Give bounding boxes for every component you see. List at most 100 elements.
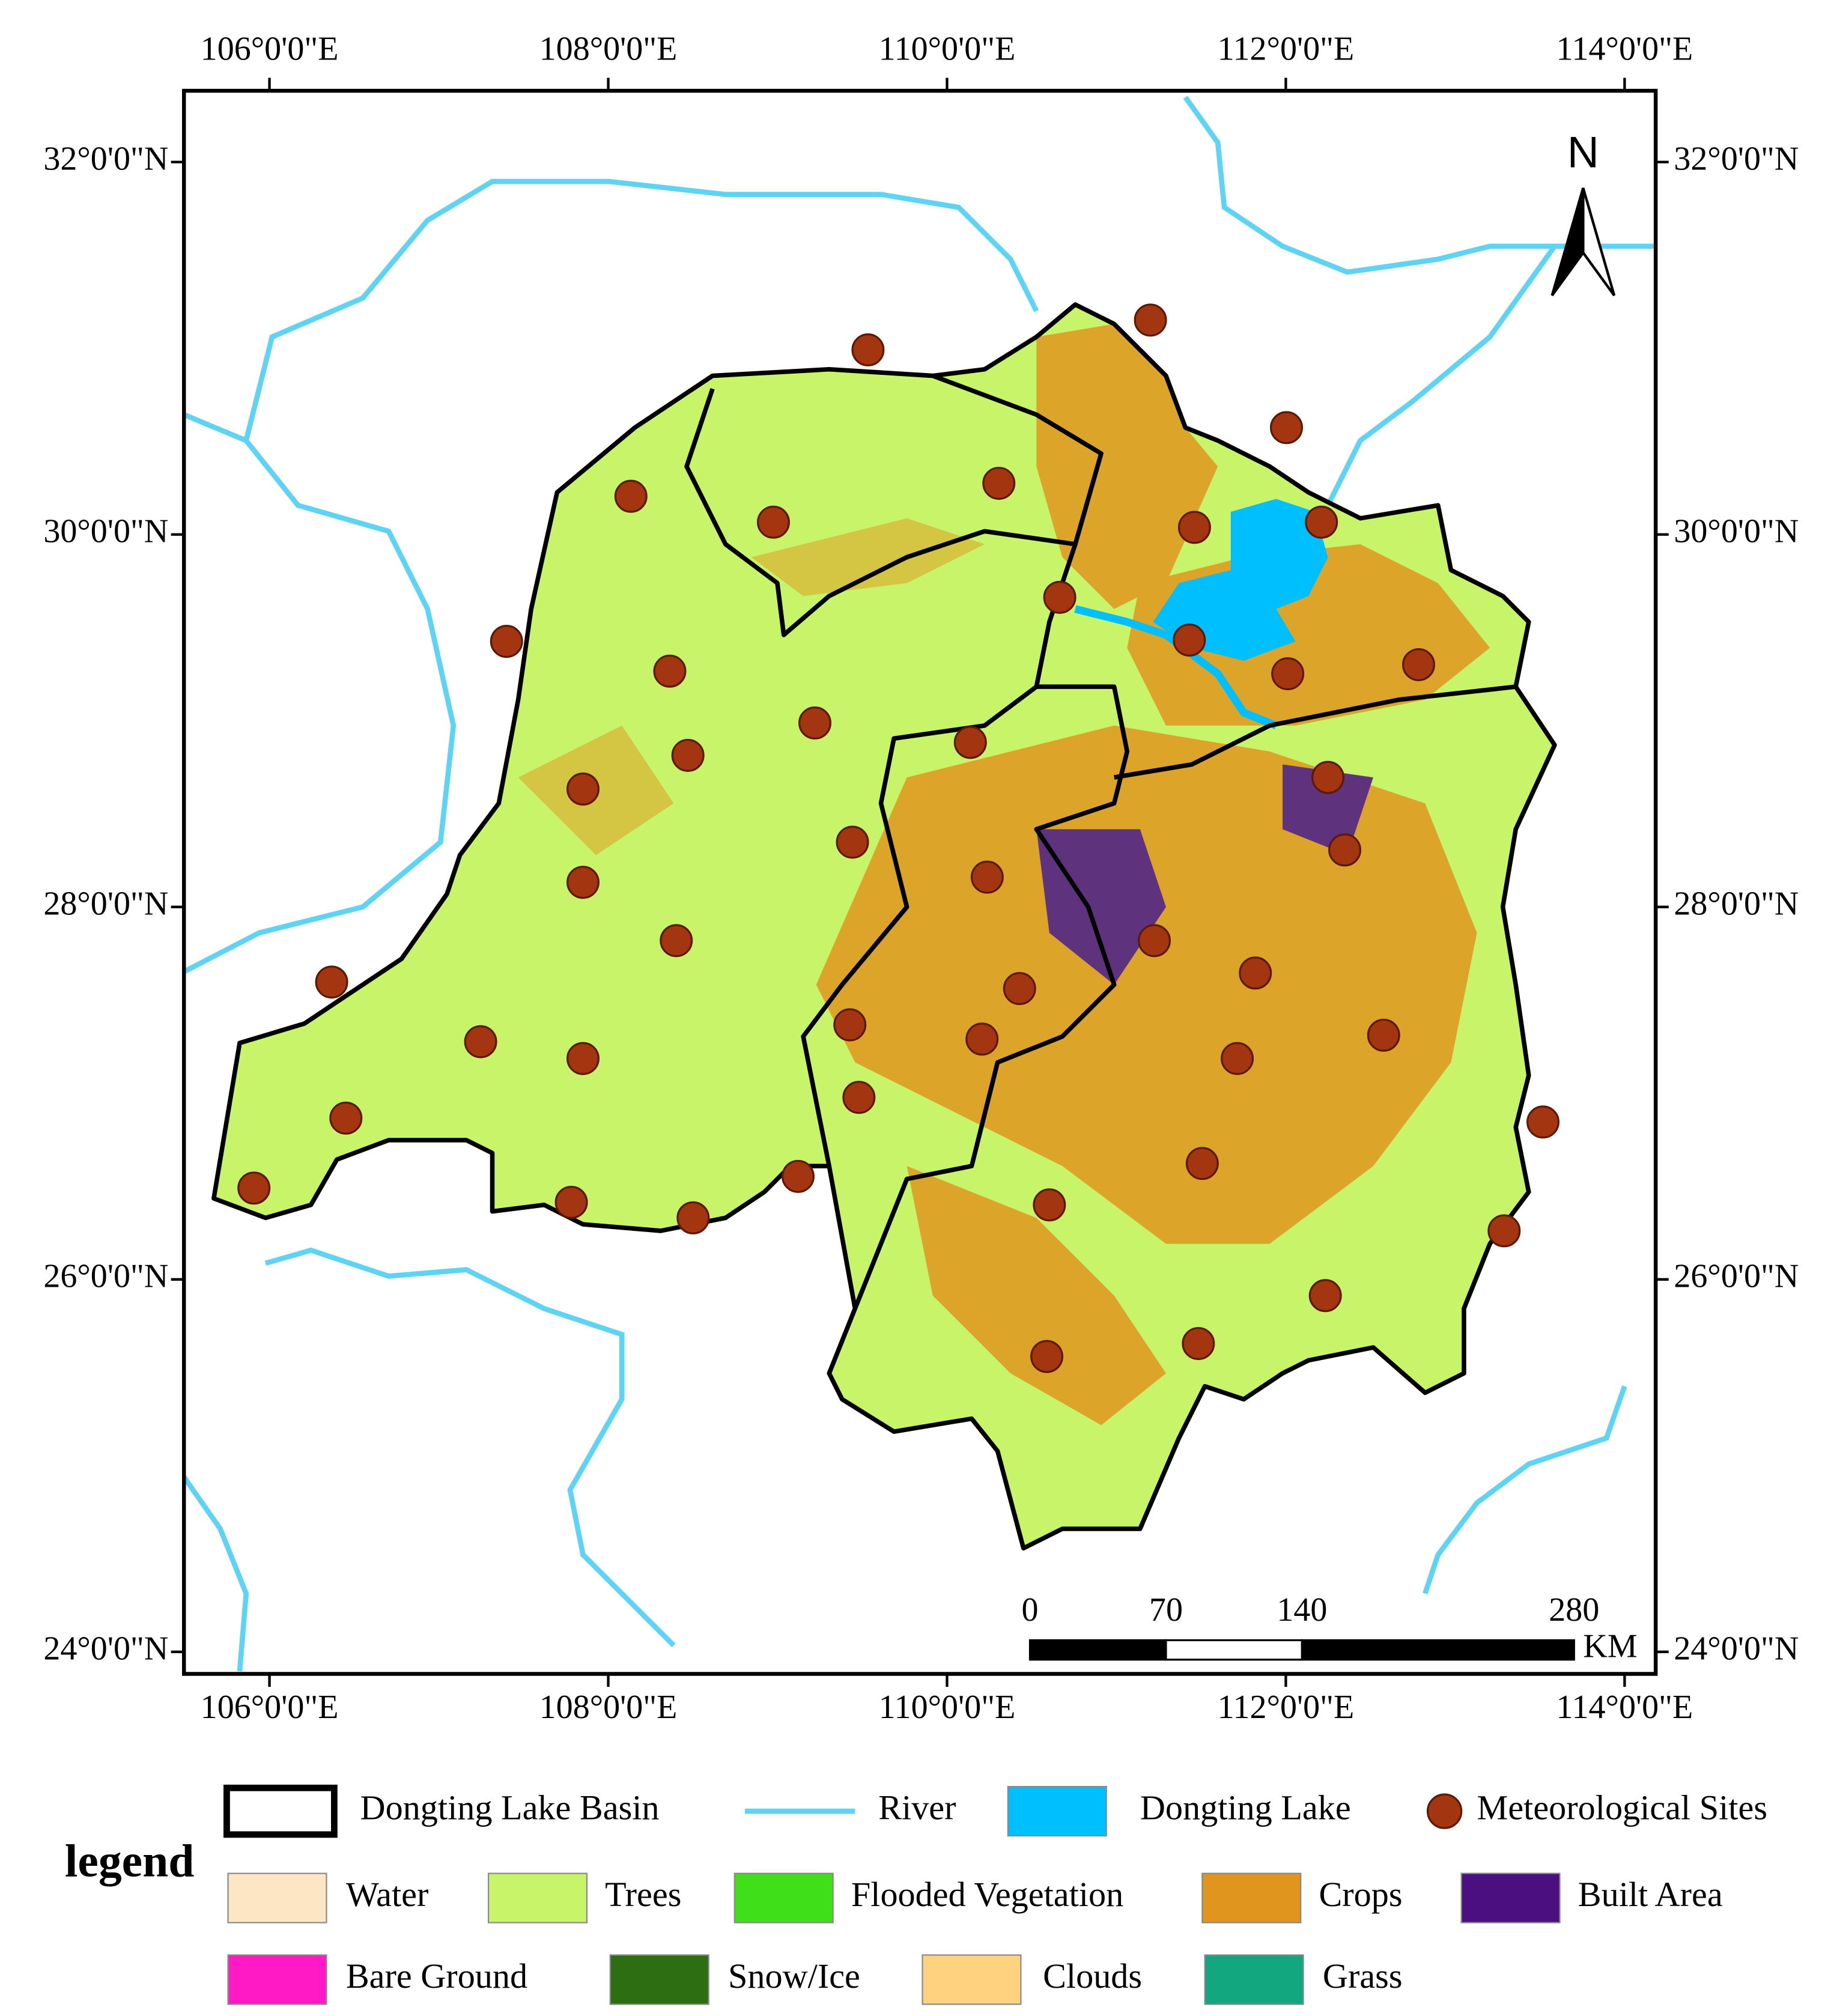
scale-label: 280 <box>1549 1591 1599 1629</box>
site <box>1308 1279 1342 1313</box>
lat-label: 32°0'0"N <box>1674 141 1799 178</box>
site <box>1138 924 1171 958</box>
site <box>1487 1214 1521 1248</box>
river <box>264 1247 676 1648</box>
site <box>1003 972 1036 1006</box>
lat-label: 28°0'0"N <box>43 885 168 923</box>
site <box>833 1008 867 1042</box>
scale-segment <box>1301 1639 1575 1661</box>
site <box>798 706 832 740</box>
site <box>1271 657 1305 691</box>
site <box>566 1042 600 1075</box>
site <box>1185 1147 1219 1180</box>
site <box>554 1185 588 1219</box>
legend-label: Flooded Vegetation <box>851 1875 1123 1914</box>
site <box>1177 511 1211 544</box>
lat-label: 30°0'0"N <box>43 513 168 550</box>
site <box>1402 648 1436 681</box>
map-frame <box>182 88 1658 1676</box>
lon-label: 114°0'0"E <box>1556 30 1693 67</box>
legend-label: Grass <box>1323 1957 1403 1996</box>
sub-basin-boundaries <box>211 302 1557 1551</box>
legend-label: Built Area <box>1578 1875 1723 1914</box>
lat-label: 30°0'0"N <box>1674 513 1799 550</box>
legend-swatch <box>227 1872 327 1923</box>
dongting-lake <box>1153 499 1328 661</box>
legend-swatch <box>223 1784 338 1838</box>
legend-swatch <box>227 1954 327 2005</box>
lon-label: 106°0'0"E <box>201 30 339 67</box>
legend-label: Clouds <box>1043 1957 1142 1996</box>
site <box>676 1201 710 1234</box>
legend-label: Crops <box>1319 1875 1402 1914</box>
scale-label: 140 <box>1277 1591 1327 1629</box>
legend-label: Trees <box>605 1875 681 1914</box>
site <box>1221 1042 1254 1075</box>
site <box>329 1101 363 1135</box>
site <box>1182 1327 1215 1361</box>
site <box>566 773 600 806</box>
site <box>490 625 523 658</box>
river <box>183 439 457 974</box>
site <box>1134 303 1167 337</box>
lon-label: 110°0'0"E <box>879 1689 1016 1726</box>
site <box>660 924 693 958</box>
lat-label: 24°0'0"N <box>43 1630 168 1668</box>
sub-basin-boundary <box>684 374 1104 637</box>
legend-label: Bare Ground <box>346 1957 527 1996</box>
north-arrow <box>1582 187 1616 297</box>
basin-boundary <box>211 302 1557 1551</box>
river <box>1423 1385 1627 1595</box>
site <box>464 1025 497 1058</box>
site <box>653 654 687 688</box>
site <box>1367 1018 1400 1052</box>
legend-swatch <box>1460 1872 1561 1923</box>
lat-label: 24°0'0"N <box>1674 1630 1799 1668</box>
lat-label: 26°0'0"N <box>43 1258 168 1295</box>
site <box>1526 1105 1560 1139</box>
scale-segment <box>1028 1639 1167 1661</box>
sub-basin-boundary <box>801 543 1078 1167</box>
built-patch <box>1036 829 1166 985</box>
sub-basin-boundary <box>1114 684 1516 780</box>
legend-label: Water <box>346 1875 429 1914</box>
legend-swatch <box>487 1872 588 1923</box>
site <box>1305 505 1338 539</box>
legend-label: Dongting Lake <box>1140 1788 1351 1827</box>
meteorological-sites <box>237 303 1560 1373</box>
river <box>1319 244 1557 520</box>
scale-segment <box>1165 1639 1304 1661</box>
legend-swatch <box>733 1872 834 1923</box>
site <box>965 1022 999 1056</box>
scale-label: 70 <box>1149 1591 1183 1629</box>
sub-basin-boundary <box>852 684 1130 1310</box>
site <box>953 726 987 759</box>
site <box>237 1171 271 1205</box>
legend-swatch <box>1204 1954 1304 2005</box>
site <box>781 1159 815 1193</box>
site <box>671 738 705 772</box>
site <box>1043 580 1076 614</box>
river <box>181 1475 249 1672</box>
lon-label: 112°0'0"E <box>1218 30 1355 67</box>
legend-label: River <box>878 1788 956 1827</box>
legend-swatch <box>609 1954 709 2005</box>
site <box>1033 1188 1066 1222</box>
site <box>970 860 1004 894</box>
site <box>1311 761 1345 794</box>
lon-label: 110°0'0"E <box>879 30 1016 67</box>
lat-label: 26°0'0"N <box>1674 1258 1799 1295</box>
river <box>1183 96 1656 275</box>
legend-swatch <box>1426 1793 1463 1829</box>
site <box>315 965 348 999</box>
lon-label: 112°0'0"E <box>1218 1689 1355 1726</box>
crops-patch <box>751 518 985 597</box>
river <box>183 178 1039 445</box>
legend-swatch <box>922 1954 1022 2005</box>
site <box>566 866 600 899</box>
legend-title: legend <box>65 1835 195 1886</box>
lon-label: 106°0'0"E <box>201 1689 339 1726</box>
built-patch <box>1283 764 1374 855</box>
